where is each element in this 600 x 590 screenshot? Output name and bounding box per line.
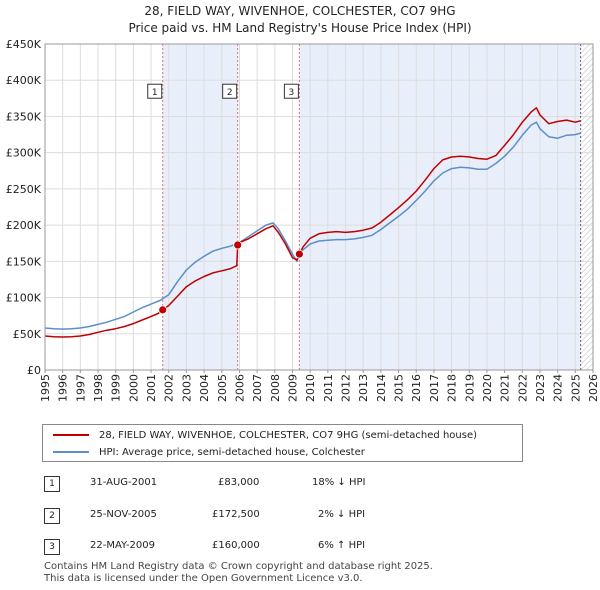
hpi-line (44, 121, 581, 330)
x-tick-label: 2005 (216, 374, 229, 402)
y-tick-label: £350K (6, 110, 42, 123)
x-tick-label: 2017 (428, 374, 441, 402)
transaction-number-badge: 1 (44, 476, 60, 492)
y-tick-label: £450K (6, 38, 42, 51)
x-tick-label: 1997 (74, 374, 87, 402)
y-tick-label: £50K (13, 328, 42, 341)
x-tick-label: 2023 (534, 374, 547, 402)
sale-point (158, 305, 168, 315)
sale-point (294, 249, 304, 259)
legend-entry-hpi: HPI: Average price, semi-detached house,… (53, 444, 365, 460)
plot-frame (44, 43, 594, 371)
transaction-date: 22-MAY-2009 (90, 540, 156, 551)
y-tick-label: £0 (27, 364, 41, 377)
forecast-hatch (580, 44, 593, 370)
footer-licence: This data is licensed under the Open Gov… (44, 573, 363, 584)
x-tick-label: 2010 (304, 374, 317, 402)
x-tick-label: 2026 (587, 374, 600, 402)
x-tick-label: 2020 (481, 374, 494, 402)
x-tick-label: 2009 (286, 374, 299, 402)
transaction-price: £160,000 (212, 540, 260, 551)
transaction-price: £83,000 (218, 477, 260, 488)
price-chart: £0 £50K £100K £150K £200K £250K £300K £350K £400… (6, 38, 600, 402)
x-tick-label: 2006 (233, 374, 246, 402)
sale-label-number: 2 (227, 88, 233, 98)
legend-label-property: 28, FIELD WAY, WIVENHOE, COLCHESTER, CO7… (99, 429, 478, 441)
table-row: 2 25-NOV-2005 £172,500 2% ↓ HPI (0, 508, 600, 526)
chart-subtitle: Price paid vs. HM Land Registry's House … (128, 21, 472, 35)
transaction-hpi-diff: 18% ↓ HPI (312, 477, 366, 488)
legend-swatch-hpi (53, 451, 89, 453)
x-tick-label: 2004 (198, 374, 211, 402)
x-tick-label: 2015 (393, 374, 406, 402)
x-tick-label: 2000 (127, 374, 140, 402)
sale-label-number: 3 (289, 88, 295, 98)
x-tick-label: 2018 (446, 374, 459, 402)
legend-swatch-property (53, 434, 89, 436)
x-tick-label: 2016 (410, 374, 423, 402)
x-tick-label: 2021 (499, 374, 512, 402)
chart-legend: 28, FIELD WAY, WIVENHOE, COLCHESTER, CO7… (42, 424, 523, 462)
x-tick-label: 2013 (357, 374, 370, 402)
shaded-period (299, 44, 581, 370)
footer-copyright: Contains HM Land Registry data © Crown c… (44, 561, 433, 572)
table-row: 1 31-AUG-2001 £83,000 18% ↓ HPI (0, 476, 600, 494)
sale-label-number: 1 (152, 88, 158, 98)
x-tick-label: 2022 (516, 374, 529, 402)
x-tick-label: 2003 (180, 374, 193, 402)
sale-label-box (147, 83, 163, 99)
x-tick-label: 2011 (322, 374, 335, 402)
sale-point (233, 240, 243, 250)
x-tick-label: 1999 (110, 374, 123, 402)
legend-label-hpi: HPI: Average price, semi-detached house,… (99, 446, 365, 458)
sale-label-box (283, 83, 299, 99)
transaction-date: 31-AUG-2001 (90, 477, 158, 488)
y-tick-label: £300K (6, 147, 42, 160)
x-tick-label: 1995 (39, 374, 52, 402)
x-tick-label: 2008 (269, 374, 282, 402)
sale-label-box (222, 83, 238, 99)
x-tick-label: 2025 (569, 374, 582, 402)
x-tick-label: 2014 (375, 374, 388, 402)
x-tick-label: 2024 (552, 374, 565, 402)
x-tick-label: 2019 (463, 374, 476, 402)
chart-title: 28, FIELD WAY, WIVENHOE, COLCHESTER, CO7… (144, 4, 456, 18)
table-row: 3 22-MAY-2009 £160,000 6% ↑ HPI (0, 539, 600, 557)
transaction-number-badge: 2 (44, 508, 60, 524)
x-tick-label: 2001 (145, 374, 158, 402)
y-tick-label: £100K (6, 292, 42, 305)
x-tick-label: 1998 (92, 374, 105, 402)
x-tick-label: 2012 (340, 374, 353, 402)
y-tick-label: £200K (6, 219, 42, 232)
transaction-number-badge: 3 (44, 539, 60, 555)
x-tick-label: 1996 (57, 374, 70, 402)
transaction-hpi-diff: 2% ↓ HPI (318, 509, 366, 520)
y-tick-label: £250K (6, 183, 42, 196)
x-tick-label: 2007 (251, 374, 264, 402)
x-tick-label: 2002 (163, 374, 176, 402)
y-tick-label: £150K (6, 255, 42, 268)
transaction-date: 25-NOV-2005 (90, 509, 157, 520)
transaction-price: £172,500 (212, 509, 260, 520)
y-tick-label: £400K (6, 74, 42, 87)
legend-entry-property: 28, FIELD WAY, WIVENHOE, COLCHESTER, CO7… (53, 427, 477, 443)
transaction-hpi-diff: 6% ↑ HPI (318, 540, 366, 551)
